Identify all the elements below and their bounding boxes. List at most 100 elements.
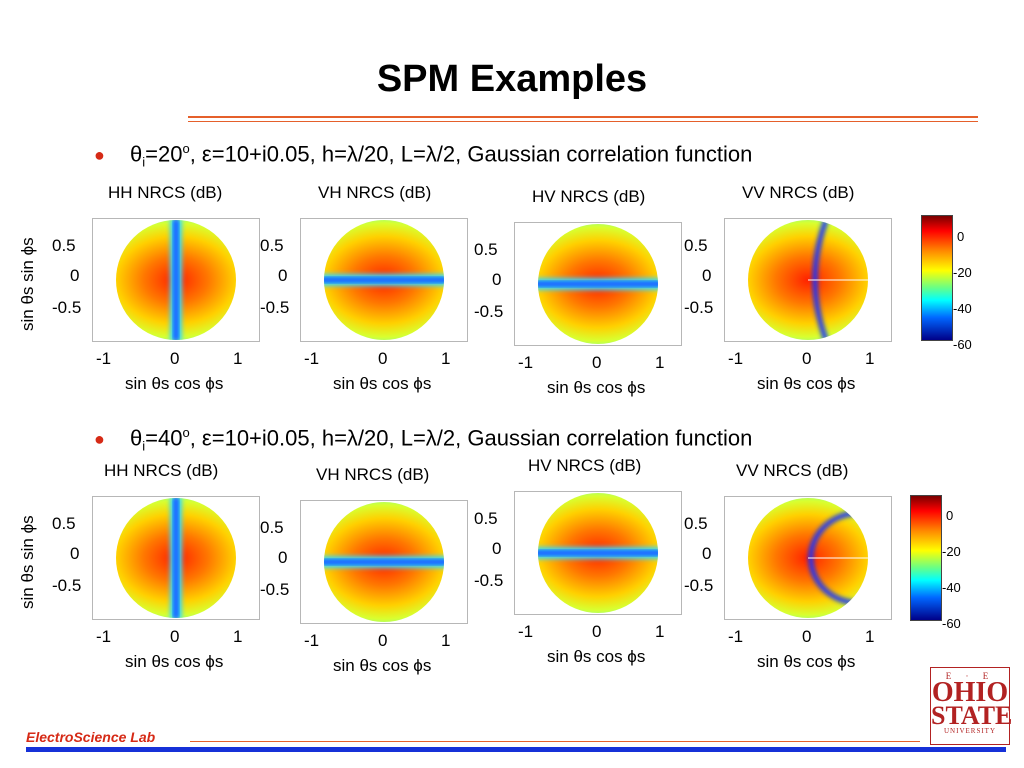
plot-frame-vv2 — [724, 496, 892, 620]
y-tick-label: -0.5 — [684, 298, 714, 317]
nrcs-map — [538, 493, 658, 613]
plot-frame-hv2 — [514, 491, 682, 615]
plot-frame-vh2 — [300, 500, 468, 624]
plot-title: VH NRCS (dB) — [318, 183, 432, 202]
logo-line3: UNIVERSITY — [944, 727, 996, 735]
y-tick-label: 0.5 — [474, 240, 498, 259]
nrcs-map — [116, 220, 236, 340]
y-tick-label: 0 — [70, 266, 80, 285]
bullet-row-2: ● θi=40o, ε=10+i0.05, h=λ/20, L=λ/2, Gaus… — [94, 418, 752, 454]
plot-frame-hh — [92, 218, 260, 342]
y-tick-label: 0.5 — [684, 236, 708, 255]
colorbar-tick: 0 — [946, 508, 954, 523]
bullet-dot: ● — [94, 429, 105, 450]
plot-frame-hh2 — [92, 496, 260, 620]
x-tick-label: 1 — [233, 627, 243, 646]
y-tick-label: 0 — [492, 539, 502, 558]
plot-title: VV NRCS (dB) — [742, 183, 855, 202]
plot-frame-vv1 — [724, 218, 892, 342]
x-tick-label: -1 — [728, 349, 744, 368]
x-tick-label: 1 — [441, 631, 451, 650]
y-tick-label: 0.5 — [52, 236, 76, 255]
colorbar-tick: -60 — [953, 337, 972, 352]
logo-line1: OHIO — [931, 677, 1009, 708]
y-tick-label: -0.5 — [52, 298, 82, 317]
bullet-sub: i — [142, 154, 146, 170]
plot-title: VH NRCS (dB) — [316, 465, 430, 484]
y-tick-label: -0.5 — [260, 298, 290, 317]
plot-title: HH NRCS (dB) — [104, 461, 219, 480]
x-tick-label: 1 — [441, 349, 451, 368]
bullet-sub: i — [142, 438, 146, 454]
x-axis-label: sin θs cos ϕs — [125, 652, 224, 671]
colorbar-tick: -20 — [942, 544, 961, 559]
x-axis-label: sin θs cos ϕs — [547, 647, 646, 666]
bullet-row-1: ● θi=20o, ε=10+i0.05, h=λ/20, L=λ/2, Gaus… — [94, 134, 753, 170]
plot-title: HV NRCS (dB) — [532, 187, 646, 206]
x-axis-label: sin θs cos ϕs — [757, 652, 856, 671]
x-axis-label: sin θs cos ϕs — [125, 374, 224, 393]
y-tick-label: 0 — [70, 544, 80, 563]
x-tick-label: 0 — [378, 631, 388, 650]
colorbar-tick: -20 — [953, 265, 972, 280]
y-tick-label: 0.5 — [474, 509, 498, 528]
colorbar-tick: -40 — [953, 301, 972, 316]
nrcs-map — [748, 498, 868, 618]
bullet-value: =20 — [145, 141, 183, 167]
title-rule-thin — [188, 121, 978, 122]
y-axis-label: sin θs sin ϕs — [18, 515, 37, 609]
y-tick-label: 0 — [702, 266, 712, 285]
university-logo: E · E OHIO STATE UNIVERSITY — [930, 667, 1013, 745]
x-tick-label: 0 — [170, 627, 180, 646]
colorbar-1 — [921, 215, 953, 341]
y-tick-label: 0 — [278, 548, 288, 567]
x-tick-label: 1 — [865, 627, 875, 646]
colorbar-tick: 0 — [957, 229, 965, 244]
x-tick-label: -1 — [96, 349, 112, 368]
logo-line2: STATE — [931, 701, 1013, 730]
y-tick-label: -0.5 — [52, 576, 82, 595]
bullet-sup: o — [182, 141, 190, 156]
bullet-theta: θ — [130, 425, 143, 451]
bullet-value: =40 — [145, 425, 183, 451]
footer-rule — [190, 741, 920, 742]
x-tick-label: -1 — [304, 631, 320, 650]
colorbar-tick: -60 — [942, 616, 961, 631]
x-tick-label: -1 — [304, 349, 320, 368]
y-tick-label: 0.5 — [52, 514, 76, 533]
x-axis-label: sin θs cos ϕs — [547, 378, 646, 397]
y-tick-label: 0 — [492, 270, 502, 289]
y-tick-label: 0 — [278, 266, 288, 285]
x-axis-label: sin θs cos ϕs — [757, 374, 856, 393]
footer-lab-name: ElectroScience Lab — [26, 729, 156, 745]
x-tick-label: -1 — [728, 627, 744, 646]
colorbar-tick: -40 — [942, 580, 961, 595]
logo-top: E · E — [945, 671, 995, 681]
footer-bar — [26, 747, 1006, 752]
x-tick-label: 0 — [802, 627, 812, 646]
nrcs-map — [324, 220, 444, 340]
x-tick-label: 0 — [378, 349, 388, 368]
x-tick-label: -1 — [518, 622, 534, 641]
x-tick-label: 1 — [233, 349, 243, 368]
nrcs-map — [324, 502, 444, 622]
y-tick-label: -0.5 — [474, 571, 504, 590]
slide-title: SPM Examples — [376, 58, 648, 100]
bullet-rest: , ε=10+i0.05, h=λ/20, L=λ/2, Gaussian co… — [189, 141, 753, 167]
nrcs-map — [748, 220, 868, 340]
y-tick-label: -0.5 — [684, 576, 714, 595]
bullet-dot: ● — [94, 145, 105, 166]
plot-frame-hv — [514, 222, 682, 346]
x-tick-label: -1 — [518, 353, 534, 372]
bullet-theta: θ — [130, 141, 143, 167]
x-tick-label: 1 — [655, 353, 665, 372]
plot-title: HH NRCS (dB) — [108, 183, 223, 202]
x-axis-label: sin θs cos ϕs — [333, 374, 432, 393]
plot-frame-vh — [300, 218, 468, 342]
nrcs-map — [538, 224, 658, 344]
x-axis-label: sin θs cos ϕs — [333, 656, 432, 675]
x-tick-label: 1 — [655, 622, 665, 641]
bullet-sup: o — [182, 425, 190, 440]
x-tick-label: 1 — [865, 349, 875, 368]
y-tick-label: -0.5 — [260, 580, 290, 599]
